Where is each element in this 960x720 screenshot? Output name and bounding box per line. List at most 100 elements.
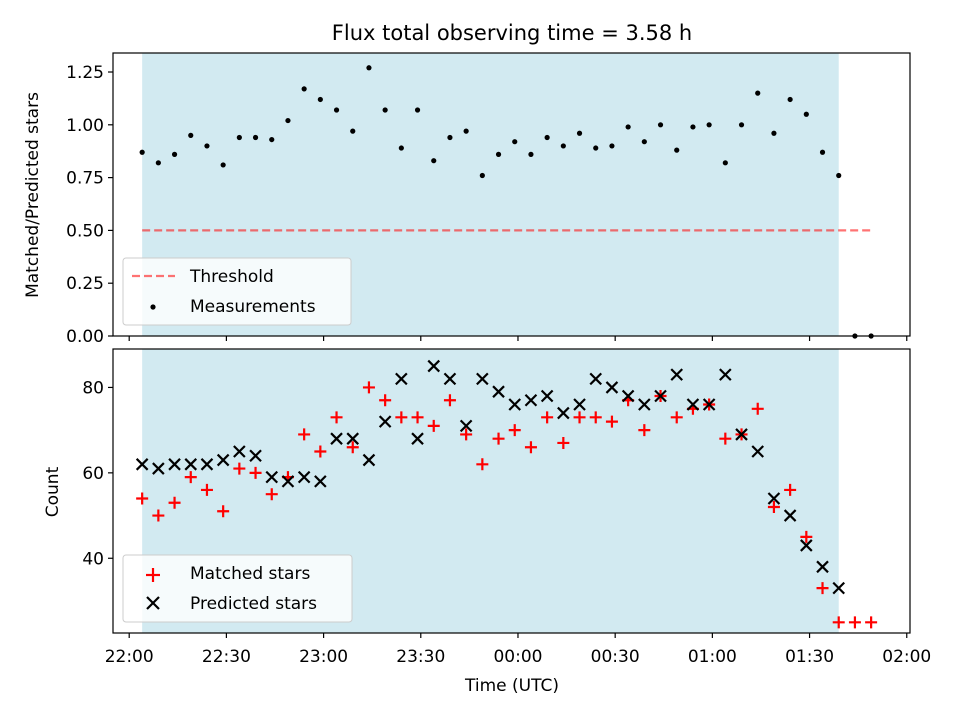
measurement-point bbox=[155, 160, 161, 166]
legend-matched-swatch bbox=[146, 568, 160, 582]
matched-star-point bbox=[751, 402, 764, 415]
matched-star-point bbox=[719, 432, 732, 445]
measurement-point bbox=[593, 145, 599, 151]
x-tick-label: 23:30 bbox=[396, 647, 445, 667]
predicted-star-point bbox=[135, 458, 149, 471]
measurement-point bbox=[301, 86, 307, 92]
matched-star-point bbox=[379, 394, 392, 407]
measurement-point bbox=[641, 139, 647, 145]
measurement-point bbox=[657, 122, 664, 128]
predicted-star-point bbox=[832, 581, 846, 595]
matched-star-point bbox=[395, 411, 408, 424]
predicted-star-point bbox=[492, 385, 505, 398]
x-tick-label: 23:00 bbox=[299, 647, 348, 667]
measurement-point bbox=[819, 149, 826, 155]
predicted-star-point bbox=[265, 470, 279, 484]
measurement-point bbox=[771, 130, 777, 136]
measurement-point bbox=[803, 111, 809, 117]
predicted-star-point bbox=[443, 372, 457, 386]
bottom-y-axis-label: Count bbox=[43, 466, 63, 517]
measurement-point bbox=[463, 128, 469, 134]
legend-measurements-swatch bbox=[150, 304, 156, 310]
x-tick-label: 01:00 bbox=[688, 647, 737, 667]
y-tick-label: 0.00 bbox=[66, 327, 104, 347]
predicted-star-point bbox=[816, 560, 829, 574]
measurement-point bbox=[560, 143, 566, 149]
matched-star-point bbox=[605, 415, 618, 428]
matched-star-point bbox=[541, 411, 554, 424]
predicted-star-point bbox=[476, 372, 489, 386]
predicted-star-point bbox=[508, 398, 522, 411]
measurement-point bbox=[269, 136, 275, 143]
predicted-star-point bbox=[719, 368, 732, 381]
bottom-plot-frame bbox=[112, 348, 911, 634]
bottom-y-axis: 40 60 80 bbox=[82, 378, 113, 569]
measurement-point bbox=[317, 96, 323, 103]
matched-star-point bbox=[573, 411, 586, 424]
top-plot-frame bbox=[112, 52, 911, 337]
matched-star-point bbox=[265, 488, 278, 501]
top-legend-box bbox=[122, 257, 352, 326]
figure-title: Flux total observing time = 3.58 h bbox=[332, 21, 692, 45]
matched-star-point bbox=[524, 441, 537, 454]
measurement-point bbox=[447, 134, 453, 141]
matched-star-point bbox=[460, 428, 473, 441]
matched-star-point bbox=[184, 471, 197, 484]
measurement-point bbox=[382, 107, 388, 113]
matched-star-point bbox=[330, 411, 343, 424]
predicted-star-point bbox=[411, 432, 424, 445]
measurement-point bbox=[414, 107, 421, 113]
measurement-point bbox=[738, 122, 745, 128]
measurement-point bbox=[171, 151, 178, 157]
matched-star-point bbox=[346, 441, 359, 454]
matched-star-point bbox=[670, 411, 683, 424]
predicted-star-point bbox=[233, 445, 246, 458]
predicted-star-point bbox=[184, 458, 198, 471]
predicted-star-point bbox=[200, 458, 214, 471]
predicted-star-point bbox=[459, 419, 473, 433]
predicted-star-point bbox=[540, 389, 554, 403]
top-y-axis: 0.00 0.25 0.50 0.75 1.00 1.25 bbox=[66, 63, 113, 347]
measurement-point bbox=[544, 134, 550, 141]
x-tick-label: 00:30 bbox=[591, 647, 640, 667]
measurement-point bbox=[722, 160, 728, 166]
predicted-star-point bbox=[378, 415, 392, 428]
measurement-point bbox=[252, 134, 259, 141]
measurement-point bbox=[204, 143, 210, 149]
measurement-point bbox=[479, 172, 485, 179]
predicted-star-point bbox=[346, 432, 360, 445]
predicted-star-point bbox=[621, 389, 635, 403]
measurement-point bbox=[576, 130, 583, 136]
predicted-star-point bbox=[735, 428, 748, 441]
measurement-point bbox=[836, 172, 842, 179]
bottom-legend: Matched stars Predicted stars bbox=[122, 554, 353, 623]
matched-star-point bbox=[767, 501, 780, 514]
measurement-point bbox=[495, 151, 502, 157]
legend-threshold-label: Threshold bbox=[189, 267, 274, 287]
y-tick-label: 1.25 bbox=[66, 63, 104, 83]
predicted-star-point bbox=[249, 449, 262, 463]
measurement-point bbox=[512, 139, 518, 145]
predicted-star-point bbox=[314, 475, 327, 488]
x-tick-label: 22:30 bbox=[202, 647, 251, 667]
top-markers bbox=[139, 65, 874, 339]
legend-measurements-label: Measurements bbox=[190, 297, 316, 317]
measurement-point bbox=[350, 128, 356, 134]
bottom-legend-box bbox=[122, 554, 353, 623]
matched-star-point bbox=[476, 458, 489, 471]
measurement-point bbox=[398, 145, 404, 151]
x-tick-label: 00:00 bbox=[493, 647, 542, 667]
measurement-point bbox=[431, 158, 437, 164]
predicted-star-point bbox=[654, 389, 667, 403]
bottom-x-axis: 22:00 22:30 23:00 23:30 00:00 00:30 01:00 01:30… bbox=[105, 633, 931, 667]
x-tick-label: 22:00 bbox=[105, 647, 154, 667]
predicted-star-point bbox=[686, 398, 700, 411]
matched-star-point bbox=[557, 436, 570, 449]
predicted-star-point bbox=[427, 359, 441, 373]
y-tick-label: 40 bbox=[82, 549, 104, 569]
predicted-star-point bbox=[800, 539, 813, 552]
measurement-point bbox=[674, 147, 680, 153]
measurement-point bbox=[706, 122, 712, 128]
top-legend: Threshold Measurements bbox=[122, 257, 352, 326]
matched-star-point bbox=[865, 616, 878, 629]
